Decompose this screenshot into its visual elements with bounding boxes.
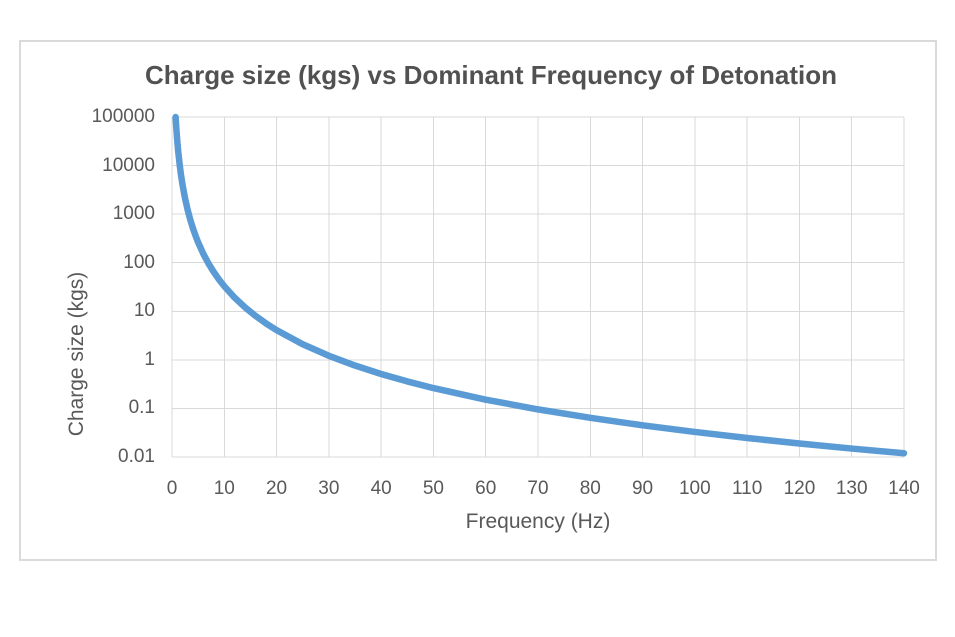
y-tick-label: 0.1 [128,397,155,419]
data-curve [172,113,908,457]
y-tick-label: 100 [123,251,155,273]
x-tick-label: 0 [166,478,178,499]
plot-area [171,113,908,458]
y-tick-label: 100000 [91,106,155,127]
series-line-charge-size [172,113,908,457]
x-tick-label: 40 [370,478,392,499]
x-axis-title: Frequency (Hz) [465,510,611,533]
y-tick-label: 1000 [112,203,155,225]
x-tick-label: 100 [678,478,711,499]
x-tick-label: 140 [888,478,920,499]
x-tick-label: 130 [835,478,868,499]
x-tick-label: 70 [527,478,549,499]
x-tick-label: 20 [265,478,288,499]
y-tick-label: 10000 [102,154,155,176]
y-tick-label: 0.01 [118,446,155,467]
chart-title: Charge size (kgs) vs Dominant Frequency … [145,60,837,90]
x-tick-label: 10 [213,478,235,499]
y-tick-label: 1 [144,348,155,370]
gridlines [171,116,905,458]
x-tick-label: 110 [731,478,763,499]
x-tick-label: 90 [631,478,654,499]
x-tick-label: 80 [579,478,601,499]
chart-area: Charge size (kgs) vs Dominant Frequency … [19,40,937,561]
x-tick-label: 50 [422,478,444,499]
y-axis-title: Charge size (kgs) [65,271,88,437]
x-tick-label: 60 [475,478,497,499]
x-tick-label: 30 [318,478,340,499]
y-tick-label: 10 [133,300,155,322]
x-tick-label: 120 [783,478,816,499]
